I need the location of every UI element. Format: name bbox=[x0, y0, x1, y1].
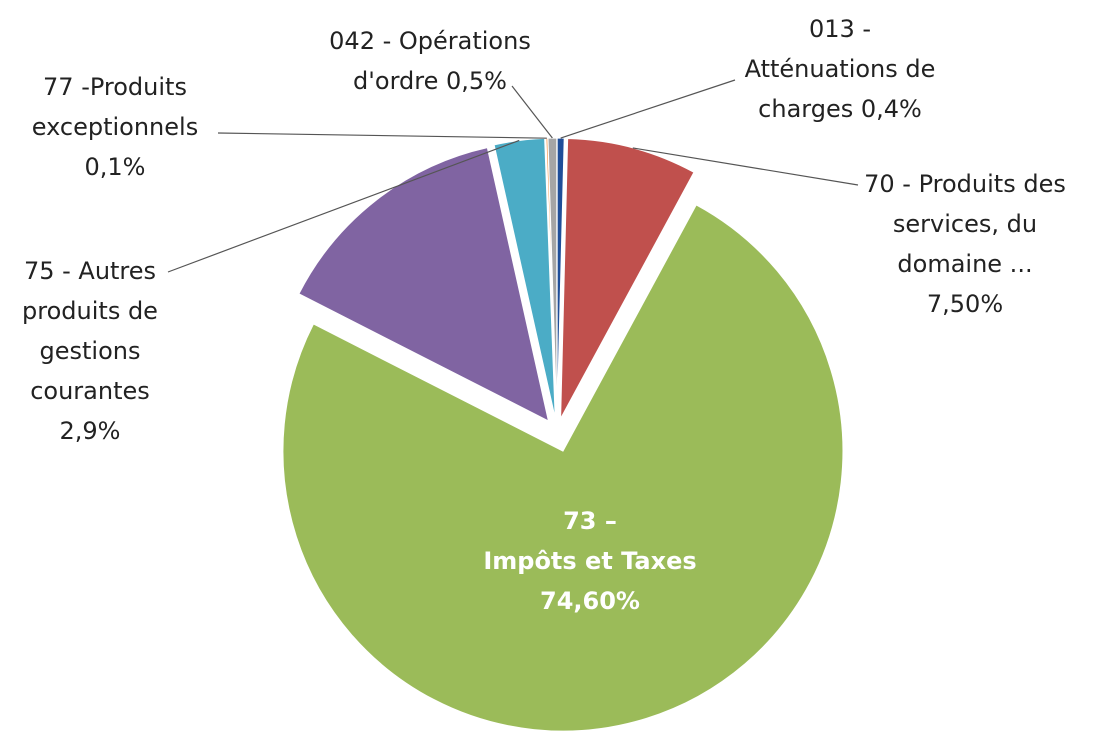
pie-slice bbox=[298, 147, 550, 422]
slice-label: 042 - Opérations d'ordre 0,5% bbox=[329, 27, 531, 95]
slice-label: 70 - Produits des services, du domaine ...… bbox=[864, 170, 1066, 318]
leader-line bbox=[217, 132, 547, 139]
leader-line bbox=[560, 79, 736, 139]
slice-label: 77 -Produits exceptionnels 0,1% bbox=[32, 73, 198, 181]
leader-line bbox=[511, 85, 553, 139]
leader-line bbox=[167, 139, 520, 273]
slice-label: 013 -Atténuations de charges 0,4% bbox=[745, 15, 936, 123]
slice-label: 73 – Impôts et Taxes 74,60% bbox=[483, 507, 696, 615]
pie-slice bbox=[547, 137, 558, 419]
slice-label: 75 - Autres produits de gestions courantes 2… bbox=[22, 257, 158, 445]
leader-line bbox=[632, 147, 859, 186]
pie-slice bbox=[282, 204, 844, 732]
